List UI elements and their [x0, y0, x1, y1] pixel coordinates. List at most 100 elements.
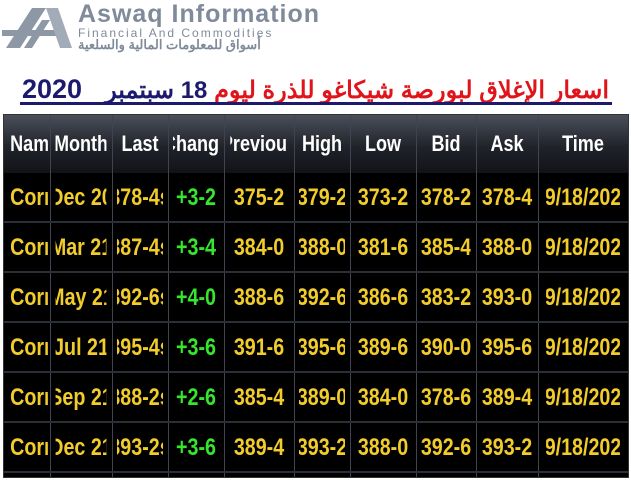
cell-change: +2-6	[176, 384, 216, 411]
cell-previous: 385-4	[233, 384, 285, 411]
cell-change: +3-4	[176, 234, 216, 261]
cell-low: 389-6	[357, 334, 409, 361]
row-divider	[4, 271, 628, 273]
column-divider	[538, 115, 539, 477]
cell-ask: 389-4	[481, 384, 533, 411]
cell-bid: 385-4	[421, 234, 471, 261]
column-divider	[50, 115, 51, 477]
cell-time: 09/18/2020	[546, 334, 620, 361]
cell-time: 09/18/2020	[546, 234, 620, 261]
row-divider	[4, 221, 628, 223]
cell-high: 389-0	[299, 384, 345, 411]
aswaq-logo-icon	[2, 8, 72, 48]
cell-name: Corn	[10, 334, 48, 361]
cell-time: 09/18/2020	[546, 284, 620, 311]
title-month: سبتمبر	[105, 77, 175, 104]
column-divider	[112, 115, 113, 477]
cell-last: 395-4s	[117, 334, 163, 361]
cell-previous: 384-0	[233, 234, 285, 261]
cell-previous: 389-4	[233, 434, 285, 461]
cell-high: 395-6	[299, 334, 345, 361]
cell-month: Jul 21	[55, 334, 107, 361]
page-title: 2020 اسعار الإغلاق لبورصة شيكاغو للذرة ل…	[0, 74, 631, 108]
cell-month: Sep 21	[56, 384, 107, 411]
column-divider	[476, 115, 477, 477]
cell-last: 387-4s	[117, 234, 163, 261]
title-year: 2020	[22, 74, 83, 104]
title-day: 18	[180, 77, 208, 104]
cell-change: +3-6	[176, 434, 216, 461]
cell-name: Corn	[10, 284, 48, 311]
row-divider	[4, 421, 628, 423]
column-header-time: Time	[562, 131, 604, 156]
title-underline	[20, 102, 612, 105]
column-header-last: Last	[121, 131, 159, 156]
cell-ask: 393-0	[481, 284, 533, 311]
column-header-ask: Ask	[490, 131, 524, 156]
cell-change: +4-0	[176, 284, 216, 311]
logo-tagline: Financial And Commodities	[78, 26, 274, 40]
cell-last: 393-2s	[117, 434, 163, 461]
cell-bid: 383-2	[421, 284, 471, 311]
cell-name: Corn	[10, 234, 48, 261]
cell-month: May 21	[56, 284, 107, 311]
table-row: Corn May 21 392-6s +4-0 388-6 392-6 386-6 383-2…	[4, 273, 628, 323]
cell-low: 381-6	[357, 234, 409, 261]
row-divider	[4, 471, 628, 473]
cell-low: 384-0	[357, 384, 409, 411]
column-header-bid: Bid	[431, 131, 461, 156]
column-header-month: Month	[55, 131, 107, 156]
table-header: Name Month Last Change Previous High Low Bid Ask…	[4, 115, 628, 173]
column-header-high: High	[301, 131, 343, 156]
cell-bid: 378-6	[421, 384, 471, 411]
cell-month: Mar 21	[56, 234, 107, 261]
table-row: Corn Dec 21 393-2s +3-6 389-4 393-2 388-0 392-6…	[4, 423, 628, 473]
cell-month: Dec 20	[56, 184, 107, 211]
cell-ask: 395-6	[481, 334, 533, 361]
logo-name: Aswaq Information	[78, 0, 321, 28]
cell-ask: 388-0	[481, 234, 533, 261]
price-table: Name Month Last Change Previous High Low Bid Ask…	[3, 114, 629, 478]
column-header-previous: Previous	[230, 131, 288, 156]
title-arabic: اسعار الإغلاق لبورصة شيكاغو للذرة ليوم 1…	[105, 76, 609, 105]
cell-ask: 378-4	[481, 184, 533, 211]
column-divider	[350, 115, 351, 477]
cell-high: 392-6	[299, 284, 345, 311]
cell-previous: 388-6	[233, 284, 285, 311]
row-divider	[4, 321, 628, 323]
cell-name: Corn	[10, 434, 48, 461]
column-divider	[294, 115, 295, 477]
column-header-name: Name	[10, 131, 48, 156]
cell-change: +3-2	[176, 184, 216, 211]
cell-high: 379-2	[299, 184, 345, 211]
cell-name: Corn	[10, 384, 48, 411]
logo-arabic-name: أسواق للمعلومات المالية والسلعية	[78, 37, 261, 52]
cell-bid: 390-0	[421, 334, 471, 361]
cell-previous: 391-6	[233, 334, 285, 361]
table-row: Corn Jul 21 395-4s +3-6 391-6 395-6 389-6 390-0…	[4, 323, 628, 373]
table-row: Corn Mar 21 387-4s +3-4 384-0 388-0 381-6 385-4…	[4, 223, 628, 273]
cell-last: 392-6s	[117, 284, 163, 311]
cell-month: Dec 21	[56, 434, 107, 461]
cell-time: 09/18/2020	[546, 384, 620, 411]
cell-change: +3-6	[176, 334, 216, 361]
table-row: Corn Sep 21 388-2s +2-6 385-4 389-0 384-0 378-6…	[4, 373, 628, 423]
cell-low: 373-2	[357, 184, 409, 211]
cell-time: 09/18/2020	[546, 434, 620, 461]
column-header-change: Change	[173, 131, 219, 156]
cell-bid: 392-6	[421, 434, 471, 461]
column-divider	[168, 115, 169, 477]
cell-low: 388-0	[357, 434, 409, 461]
cell-high: 388-0	[299, 234, 345, 261]
cell-last: 378-4s	[117, 184, 163, 211]
cell-high: 393-2	[299, 434, 345, 461]
table-row: Corn Dec 20 378-4s +3-2 375-2 379-2 373-2 378-2…	[4, 173, 628, 223]
column-header-low: Low	[364, 131, 402, 156]
column-divider	[224, 115, 225, 477]
cell-bid: 378-2	[421, 184, 471, 211]
title-arabic-text: اسعار الإغلاق لبورصة شيكاغو للذرة ليوم	[214, 77, 609, 104]
column-divider	[416, 115, 417, 477]
cell-previous: 375-2	[233, 184, 285, 211]
cell-name: Corn	[10, 184, 48, 211]
cell-low: 386-6	[357, 284, 409, 311]
